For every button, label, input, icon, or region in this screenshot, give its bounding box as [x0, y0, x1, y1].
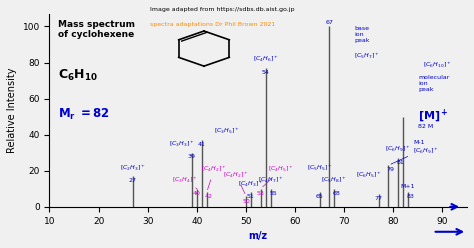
- Text: 54: 54: [262, 70, 270, 75]
- Text: Image adapted from https://sdbs.db.aist.go.jp: Image adapted from https://sdbs.db.aist.…: [150, 7, 294, 12]
- Text: 53: 53: [257, 191, 264, 196]
- Text: $[C_6H_5]^+$: $[C_6H_5]^+$: [356, 170, 382, 180]
- Text: base
ion
peak: base ion peak: [354, 27, 370, 43]
- Text: $[C_3H_5]^+$: $[C_3H_5]^+$: [214, 127, 240, 136]
- Text: $[C_4H_5]^+$: $[C_4H_5]^+$: [263, 165, 294, 187]
- Text: 79: 79: [387, 167, 395, 172]
- Text: 42: 42: [205, 194, 213, 199]
- Text: 39: 39: [188, 155, 196, 159]
- Text: $[C_6H_9]^+$: $[C_6H_9]^+$: [385, 145, 411, 155]
- Text: $[C_4H_2]^+$: $[C_4H_2]^+$: [223, 170, 249, 193]
- Text: $[C_5H_8]^+$: $[C_5H_8]^+$: [321, 175, 347, 185]
- Text: 77: 77: [374, 196, 383, 201]
- Text: 82 M: 82 M: [418, 124, 433, 129]
- Text: M+1: M+1: [401, 184, 415, 189]
- Text: $[C_3H_4]^+$: $[C_3H_4]^+$: [172, 175, 198, 189]
- Text: $[C_5H_7]^+$: $[C_5H_7]^+$: [354, 52, 380, 62]
- Text: 27: 27: [129, 178, 137, 183]
- Text: $\mathbf{M_r}$ $\mathbf{= 82}$: $\mathbf{M_r}$ $\mathbf{= 82}$: [58, 106, 110, 122]
- Text: $[C_4H_2]^+$: $[C_4H_2]^+$: [201, 165, 227, 190]
- Y-axis label: Relative Intensity: Relative Intensity: [7, 67, 17, 153]
- Text: 83: 83: [407, 194, 414, 199]
- Text: 81: 81: [397, 160, 405, 165]
- Text: spectra adaptations Dr Phil Brown 2021: spectra adaptations Dr Phil Brown 2021: [150, 22, 275, 27]
- Text: 65: 65: [316, 194, 324, 199]
- Text: M-1
$[C_6H_9]^+$: M-1 $[C_6H_9]^+$: [391, 140, 439, 164]
- Text: molecular
ion
peak: molecular ion peak: [418, 75, 449, 92]
- X-axis label: m/z: m/z: [249, 231, 268, 241]
- Text: $[C_4H_6]^+$: $[C_4H_6]^+$: [253, 55, 279, 64]
- Text: 51: 51: [247, 194, 255, 199]
- Text: $[C_6H_{10}]^+$: $[C_6H_{10}]^+$: [423, 60, 452, 70]
- Text: 55: 55: [269, 190, 277, 196]
- Text: 50: 50: [242, 199, 250, 204]
- Text: 41: 41: [198, 142, 206, 147]
- Text: $[C_2H_3]^+$: $[C_2H_3]^+$: [120, 163, 146, 173]
- Text: Mass spectrum
of cyclohexene: Mass spectrum of cyclohexene: [58, 20, 135, 39]
- Text: $[C_5H_5]^+$: $[C_5H_5]^+$: [307, 163, 333, 173]
- Text: $\mathbf{[M]^+}$: $\mathbf{[M]^+}$: [418, 108, 448, 124]
- Text: $\mathbf{C_6H_{10}}$: $\mathbf{C_6H_{10}}$: [58, 68, 98, 83]
- Text: $[C_4H_7]^+$: $[C_4H_7]^+$: [257, 175, 283, 185]
- Text: $[C_4H_3]^+$: $[C_4H_3]^+$: [238, 179, 264, 189]
- Text: 67: 67: [326, 20, 333, 25]
- Text: 40: 40: [193, 191, 201, 196]
- Text: $[C_3H_3]^+$: $[C_3H_3]^+$: [169, 139, 195, 149]
- Text: 68: 68: [333, 190, 341, 196]
